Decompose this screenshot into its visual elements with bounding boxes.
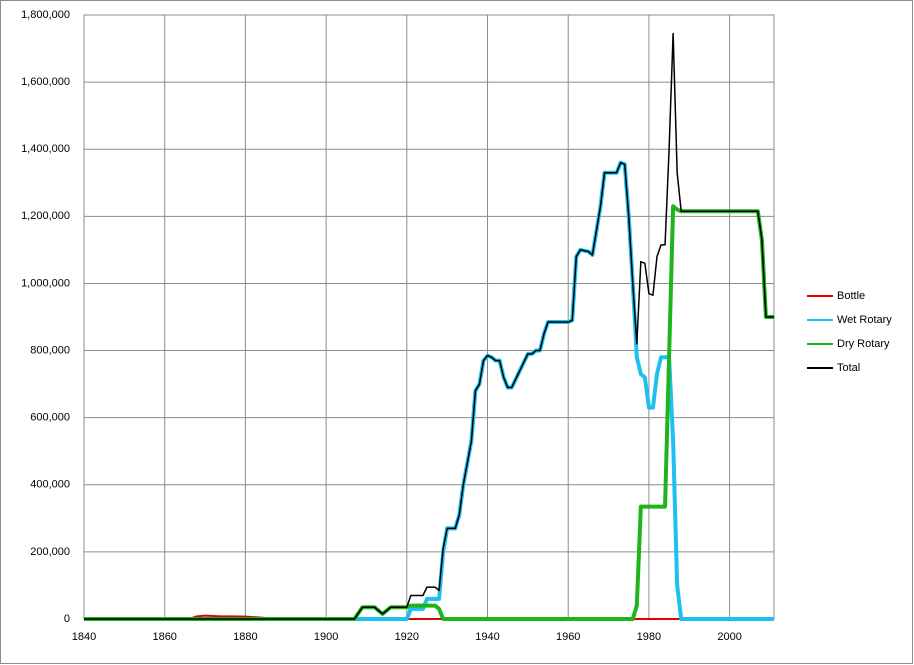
x-tick-label: 1840 bbox=[72, 631, 96, 643]
y-tick-label: 200,000 bbox=[30, 546, 70, 558]
x-tick-label: 1980 bbox=[637, 631, 661, 643]
y-tick-label: 600,000 bbox=[30, 412, 70, 424]
x-tick-label: 1880 bbox=[233, 631, 257, 643]
y-tick-label: 1,400,000 bbox=[21, 143, 70, 155]
y-tick-label: 400,000 bbox=[30, 479, 70, 491]
y-tick-label: 1,000,000 bbox=[21, 277, 70, 289]
x-tick-label: 1940 bbox=[475, 631, 499, 643]
x-tick-label: 1900 bbox=[314, 631, 338, 643]
y-tick-label: 800,000 bbox=[30, 344, 70, 356]
plot-area bbox=[83, 14, 775, 620]
x-tick-label: 1860 bbox=[152, 631, 176, 643]
y-tick-label: 0 bbox=[64, 613, 70, 625]
legend-label: Bottle bbox=[837, 290, 865, 302]
x-tick-label: 1920 bbox=[395, 631, 419, 643]
legend-label: Total bbox=[837, 362, 860, 374]
legend-label: Dry Rotary bbox=[837, 338, 890, 350]
legend-label: Wet Rotary bbox=[837, 314, 892, 326]
y-tick-label: 1,800,000 bbox=[21, 9, 70, 21]
series-line bbox=[84, 32, 774, 620]
y-tick-label: 1,200,000 bbox=[21, 210, 70, 222]
x-tick-label: 1960 bbox=[556, 631, 580, 643]
y-tick-label: 1,600,000 bbox=[21, 76, 70, 88]
x-tick-label: 2000 bbox=[717, 631, 741, 643]
